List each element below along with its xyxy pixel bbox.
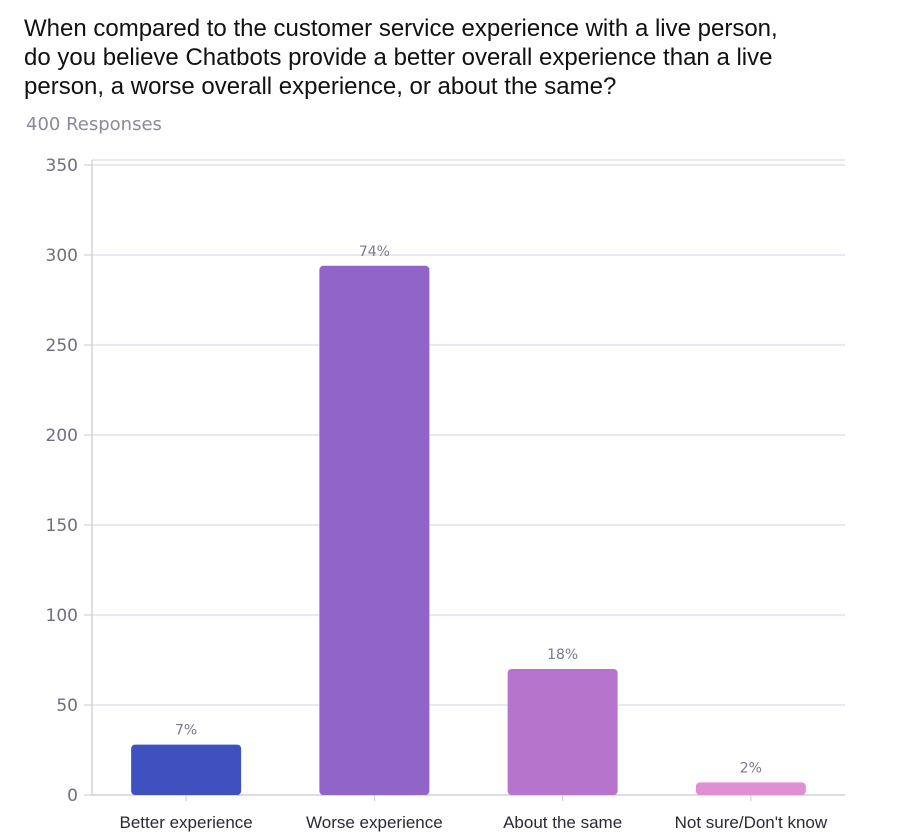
y-tick-label: 100: [46, 606, 78, 626]
y-tick-label: 250: [46, 336, 78, 356]
response-count: 400 Responses: [26, 114, 162, 135]
bar: [695, 782, 806, 795]
y-tick-label: 350: [46, 156, 78, 176]
title-line-2: do you believe Chatbots provide a better…: [24, 44, 773, 71]
x-tick-label: Worse experience: [306, 813, 443, 832]
y-tick-label: 50: [56, 696, 78, 716]
bar: [319, 265, 430, 795]
data-label: 2%: [740, 760, 762, 776]
x-tick-label: Better experience: [120, 813, 253, 832]
x-tick-label: Not sure/Don't know: [675, 813, 828, 832]
chart-title: When compared to the customer service ex…: [24, 14, 884, 101]
title-line-1: When compared to the customer service ex…: [24, 15, 778, 42]
bar: [507, 669, 618, 795]
data-label: 18%: [547, 647, 578, 663]
y-tick-label: 150: [46, 516, 78, 536]
data-label: 74%: [359, 244, 390, 260]
bar: [131, 744, 242, 795]
x-tick-label: About the same: [503, 813, 622, 832]
data-label: 7%: [175, 723, 197, 739]
y-tick-label: 200: [46, 426, 78, 446]
y-tick-label: 300: [46, 246, 78, 266]
y-tick-label: 0: [67, 786, 78, 806]
title-line-3: person, a worse overall experience, or a…: [24, 73, 617, 100]
